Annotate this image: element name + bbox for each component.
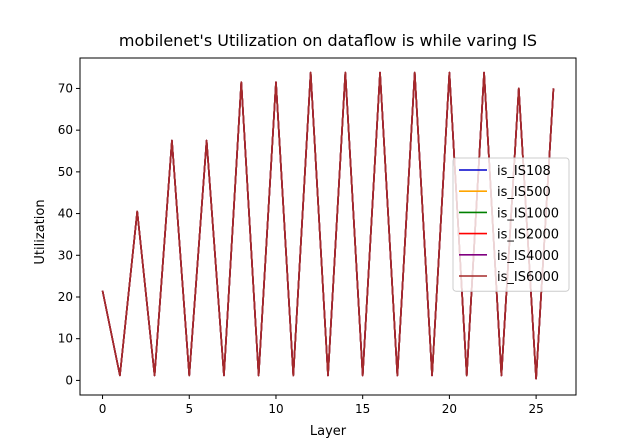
legend: is_IS108 is_IS500 is_IS1000 is_IS2000 is_IS4… [452,157,570,292]
y-tick-label: 50 [58,165,73,179]
legend-label: is_IS4000 [497,249,559,264]
x-tick-label: 25 [528,402,543,416]
y-axis-label: Utilization [33,199,48,264]
plot-frame [79,57,577,396]
x-tick-label: 15 [355,402,370,416]
y-tick-label: 0 [65,373,73,387]
y-tick-label: 60 [58,123,73,137]
y-tick-label: 10 [58,332,73,346]
x-axis-label: Layer [310,424,347,439]
y-tick-label: 30 [58,248,73,262]
legend-label: is_IS2000 [497,228,559,243]
x-tick-label: 0 [99,402,107,416]
axes-layer: 0 5 10 15 20 25 0 10 20 30 40 50 60 70 [58,57,577,416]
legend-label: is_IS108 [497,164,551,179]
x-tick-label: 10 [268,402,283,416]
y-tick-label: 70 [58,81,73,95]
chart-title: mobilenet's Utilization on dataflow is w… [119,31,537,50]
x-tick-label: 5 [185,402,193,416]
y-tick-label: 40 [58,207,73,221]
legend-label: is_IS500 [497,185,551,200]
legend-label: is_IS1000 [497,206,559,221]
x-tick-label: 20 [442,402,457,416]
legend-label: is_IS6000 [497,270,559,285]
y-tick-label: 20 [58,290,73,304]
